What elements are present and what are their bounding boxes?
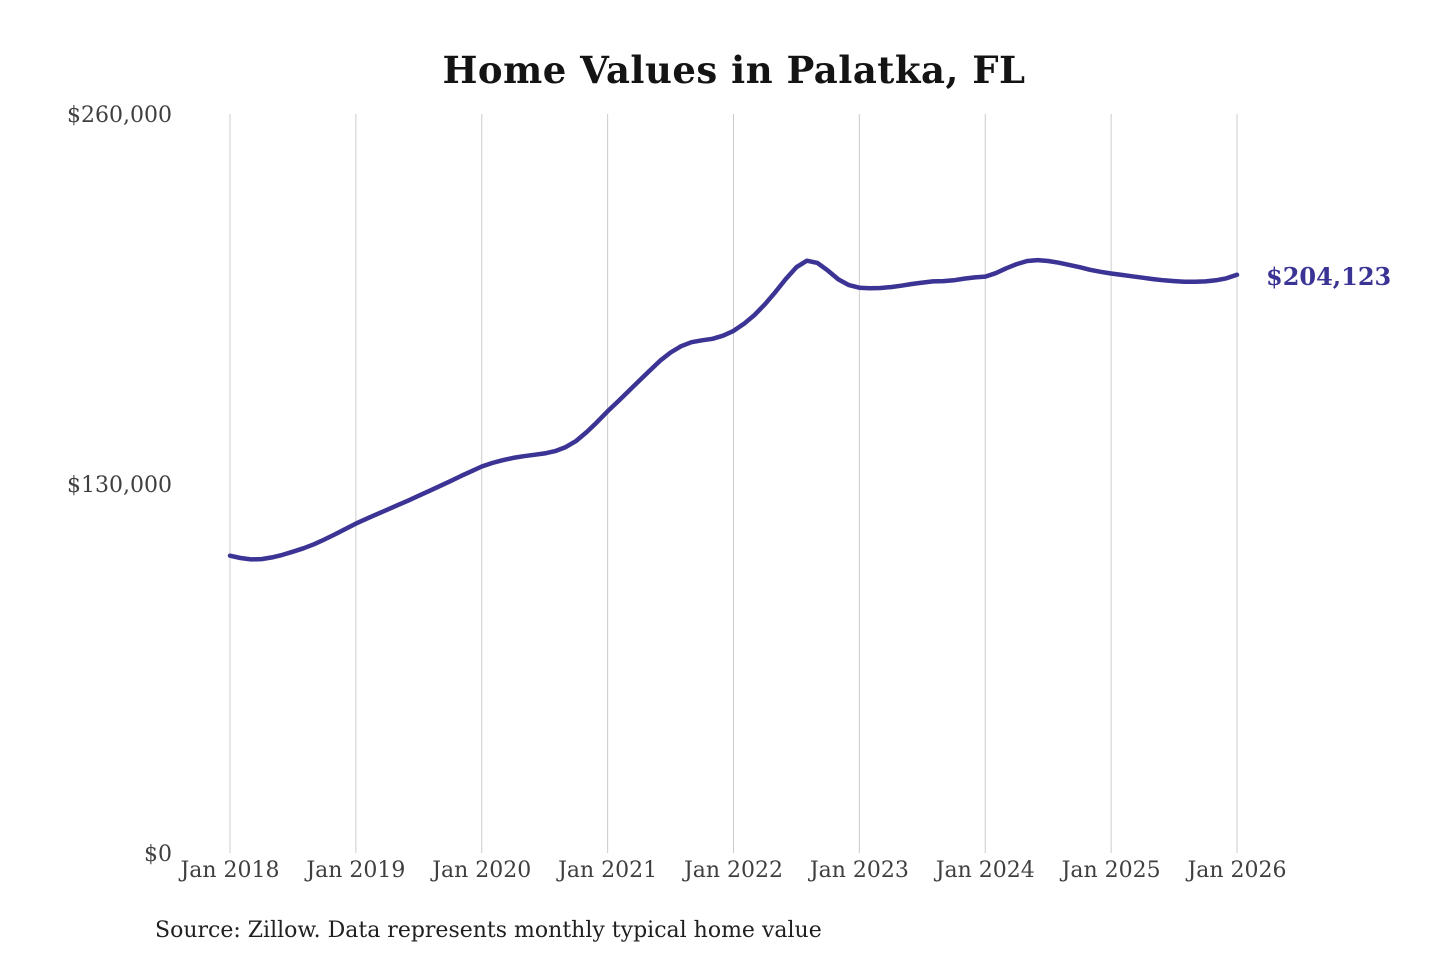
home-value-line bbox=[227, 257, 1240, 562]
x-axis-tick-label: Jan 2024 bbox=[935, 858, 1035, 883]
y-axis-tick-label: $260,000 bbox=[67, 103, 172, 128]
x-axis-tick-label: Jan 2019 bbox=[306, 858, 406, 883]
source-note: Source: Zillow. Data represents monthly … bbox=[155, 918, 822, 943]
x-axis-tick-label: Jan 2026 bbox=[1187, 858, 1287, 883]
y-axis-tick-label: $130,000 bbox=[67, 472, 172, 498]
gridlines-group bbox=[229, 114, 1238, 853]
x-axis-tick-label: Jan 2023 bbox=[809, 858, 909, 883]
x-axis-tick-label: Jan 2020 bbox=[432, 858, 532, 883]
x-axis-tick-label: Jan 2021 bbox=[558, 858, 658, 883]
y-axis-tick-label: $0 bbox=[144, 842, 172, 867]
x-axis-tick-label: Jan 2025 bbox=[1061, 858, 1161, 883]
current-value-label: $204,123 bbox=[1266, 261, 1392, 291]
x-axis-tick-label: Jan 2022 bbox=[683, 858, 784, 883]
x-axis-tick-label: Jan 2018 bbox=[180, 858, 280, 883]
chart-title: Home Values in Palatka, FL bbox=[442, 48, 1026, 92]
